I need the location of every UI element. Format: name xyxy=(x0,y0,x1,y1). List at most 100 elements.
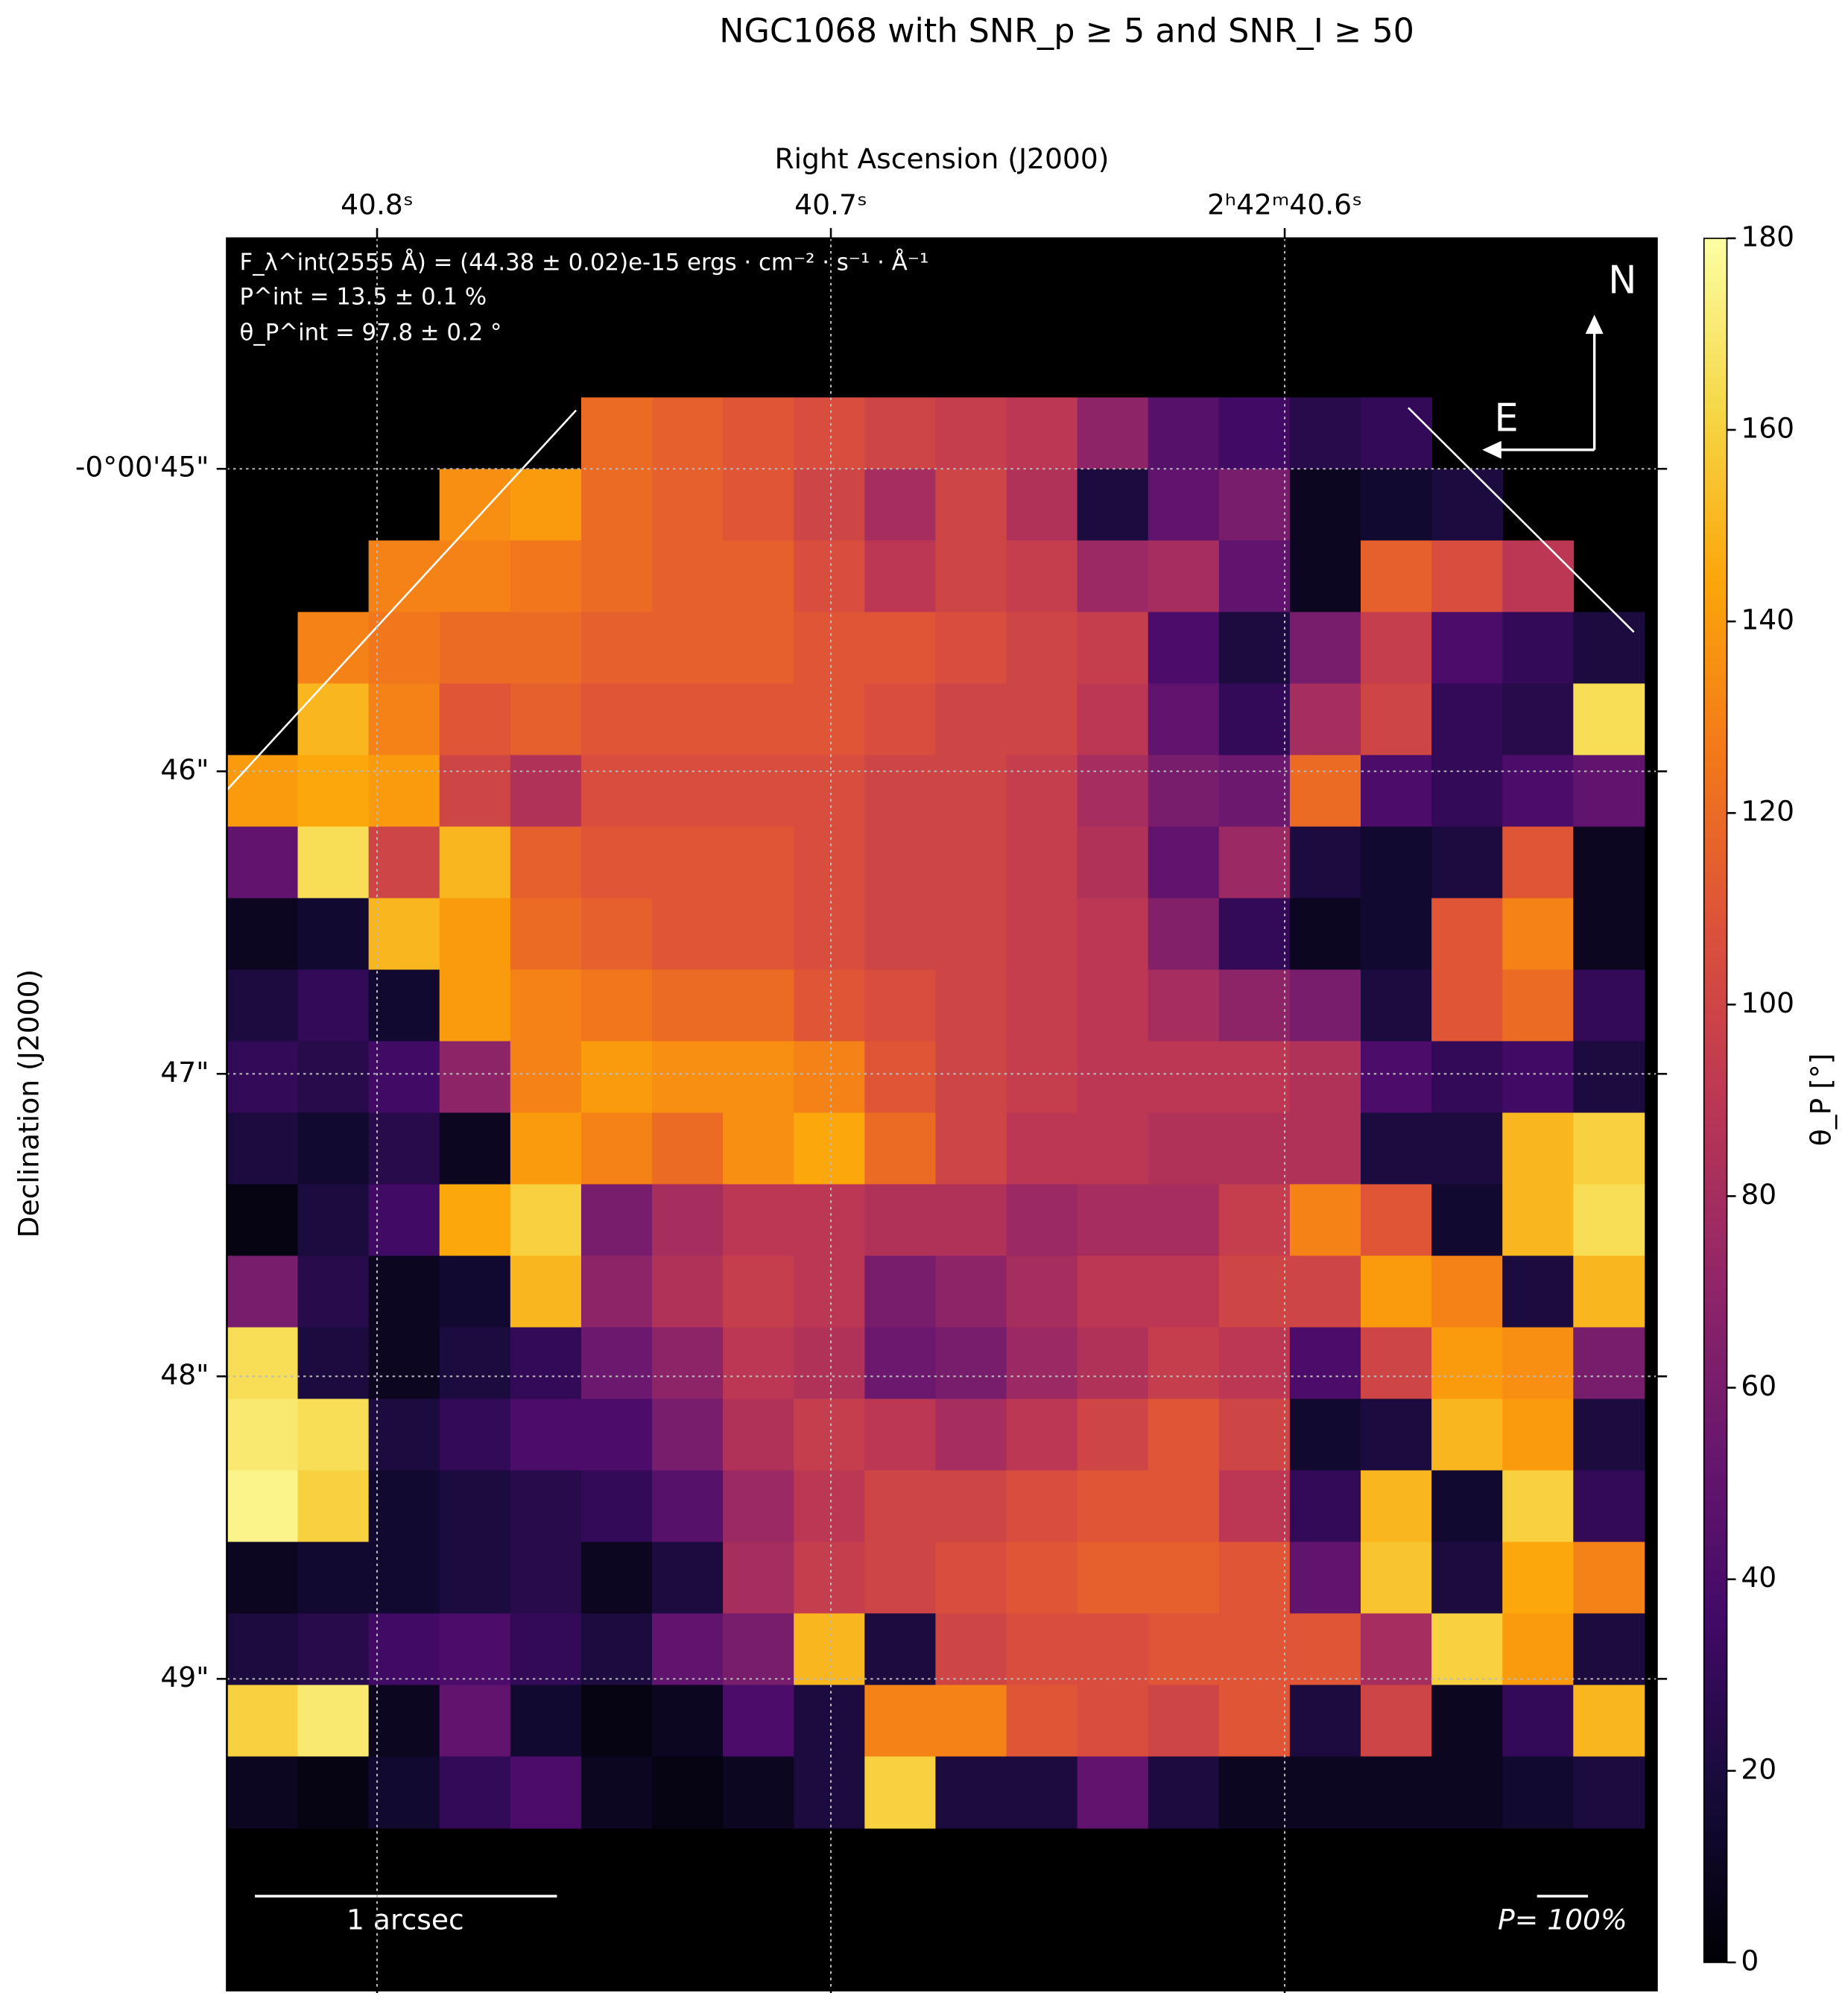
pixel xyxy=(227,969,299,1042)
pixel xyxy=(864,1327,937,1400)
edge-line xyxy=(1408,407,1635,633)
pixel xyxy=(1502,755,1575,828)
pixel xyxy=(580,1184,653,1257)
pixel xyxy=(227,826,299,899)
pixel xyxy=(864,540,937,613)
pixel xyxy=(1431,1685,1504,1758)
pixel xyxy=(1289,898,1361,971)
pixel xyxy=(1218,1327,1291,1400)
pixel xyxy=(1431,1041,1504,1114)
pixel xyxy=(368,612,440,685)
pixel xyxy=(1077,755,1149,828)
pixel xyxy=(723,683,795,756)
x-tick-label: 40.7ˢ xyxy=(794,188,867,221)
pixel xyxy=(864,612,937,685)
pixel xyxy=(510,1184,582,1257)
pixel xyxy=(439,1542,511,1615)
pixel xyxy=(1289,1327,1361,1400)
pixel xyxy=(652,755,724,828)
pixel xyxy=(1431,540,1504,613)
pixel xyxy=(297,1041,370,1114)
pixel xyxy=(723,1613,795,1686)
pixel xyxy=(864,1112,937,1185)
pixel xyxy=(794,898,866,971)
pixel xyxy=(1006,1255,1078,1328)
annotation: F_λ^int(2555 Å) = (44.38 ± 0.02)e-15 erg… xyxy=(240,250,929,276)
pixel xyxy=(864,826,937,899)
pixel xyxy=(227,1255,299,1328)
pixel xyxy=(510,1542,582,1615)
pixel xyxy=(1148,969,1220,1042)
pixel xyxy=(1077,397,1149,470)
pixel xyxy=(1361,1255,1432,1328)
pixel xyxy=(1431,1112,1504,1185)
pixel xyxy=(1218,1613,1291,1686)
pixel xyxy=(935,1756,1007,1829)
pixel xyxy=(794,540,866,613)
pixel xyxy=(510,1756,582,1829)
pixel xyxy=(297,683,370,756)
pixel xyxy=(580,469,653,542)
pixel xyxy=(1361,1112,1432,1185)
pixel xyxy=(580,755,653,828)
pixel xyxy=(368,1685,440,1758)
pixel xyxy=(580,1327,653,1400)
pixel xyxy=(1573,1542,1645,1615)
pixel xyxy=(723,1184,795,1257)
pixel xyxy=(794,1613,866,1686)
pixel xyxy=(1006,898,1078,971)
pixel xyxy=(227,1184,299,1257)
pixel xyxy=(723,898,795,971)
x-tick-label: 2ʰ42ᵐ40.6ˢ xyxy=(1207,188,1362,221)
pixel xyxy=(794,612,866,685)
pixel xyxy=(935,826,1007,899)
pixel xyxy=(935,1542,1007,1615)
pixel xyxy=(1006,1470,1078,1543)
pixel xyxy=(864,1398,937,1471)
colorbar-tick-label: 180 xyxy=(1741,220,1794,253)
pixel xyxy=(1289,1613,1361,1686)
pixel xyxy=(368,1542,440,1615)
pixel xyxy=(1006,540,1078,613)
pixel xyxy=(935,1184,1007,1257)
pixel xyxy=(864,1613,937,1686)
pixel xyxy=(1077,469,1149,542)
pixel xyxy=(368,898,440,971)
pixel xyxy=(935,540,1007,613)
pixel xyxy=(1573,683,1645,756)
pixel xyxy=(1502,1470,1575,1543)
pixel xyxy=(1148,397,1220,470)
pixel xyxy=(1289,1041,1361,1114)
pixel xyxy=(1006,826,1078,899)
pixel xyxy=(439,1470,511,1543)
pixel xyxy=(580,1398,653,1471)
pixel xyxy=(1218,1756,1291,1829)
pixel xyxy=(580,826,653,899)
pixel xyxy=(1289,1398,1361,1471)
pixel xyxy=(652,540,724,613)
pixel xyxy=(1077,1184,1149,1257)
pixel xyxy=(1361,683,1432,756)
pixel xyxy=(368,1184,440,1257)
pixel xyxy=(510,540,582,613)
pixel xyxy=(510,1398,582,1471)
pixel xyxy=(1148,826,1220,899)
pixel xyxy=(1148,540,1220,613)
pixel xyxy=(723,540,795,613)
pixel xyxy=(723,612,795,685)
pixel xyxy=(1148,1613,1220,1686)
pixel xyxy=(1361,1756,1432,1829)
pixel xyxy=(368,1255,440,1328)
pixel xyxy=(1006,1184,1078,1257)
pixel xyxy=(1502,1756,1575,1829)
x-tick-label: 40.8ˢ xyxy=(341,188,414,221)
pixel xyxy=(1573,1756,1645,1829)
pixel xyxy=(1289,1255,1361,1328)
pixel xyxy=(723,469,795,542)
pixel xyxy=(935,755,1007,828)
pixel xyxy=(580,397,653,470)
chart-title: NGC1068 with SNR_p ≥ 5 and SNR_I ≥ 50 xyxy=(719,12,1414,50)
pixel xyxy=(227,1542,299,1615)
pixel xyxy=(580,1041,653,1114)
pixel xyxy=(935,1041,1007,1114)
